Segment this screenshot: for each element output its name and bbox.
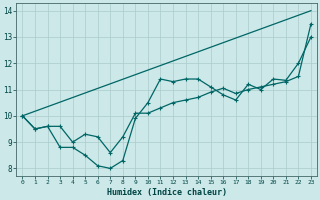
X-axis label: Humidex (Indice chaleur): Humidex (Indice chaleur) (107, 188, 227, 197)
